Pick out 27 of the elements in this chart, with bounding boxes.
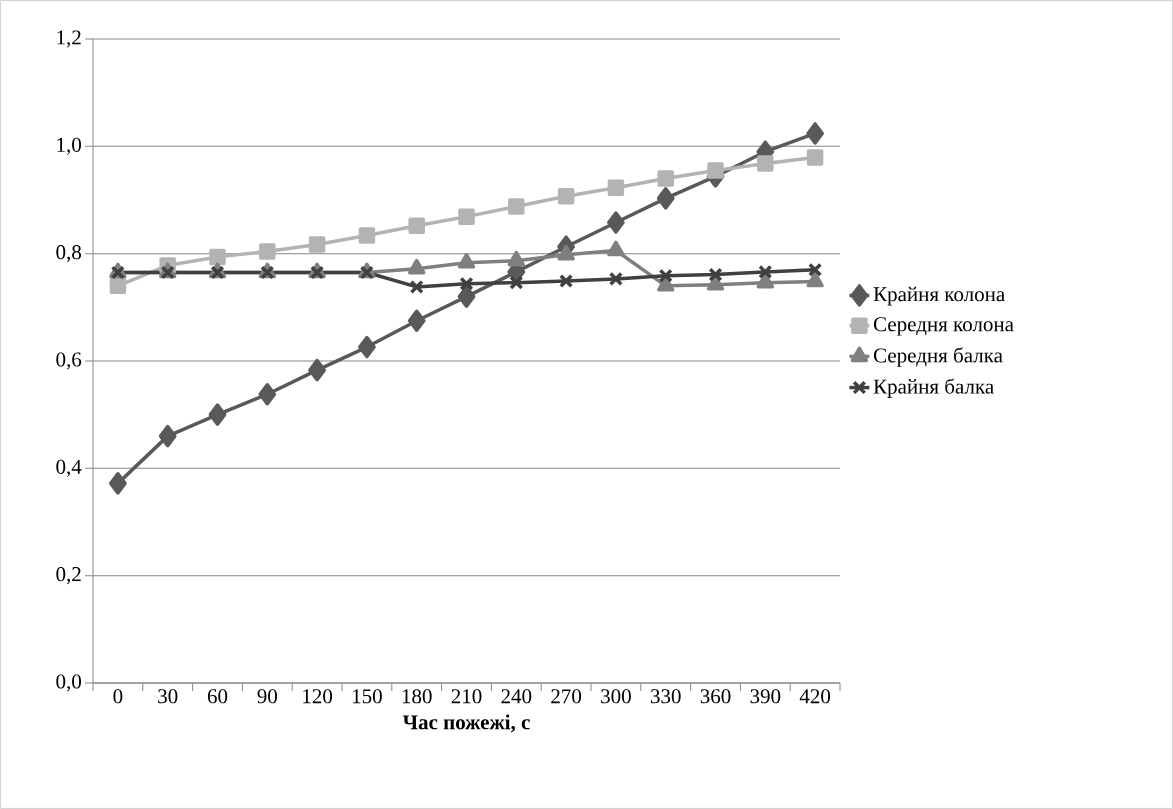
y-tick-label: 1,2 <box>57 30 81 48</box>
y-tick-label: 0,0 <box>56 674 82 692</box>
x-tick-label: 0 <box>113 689 123 704</box>
x-tick-label: 60 <box>207 689 228 704</box>
legend-label: Середня колона <box>873 317 1014 336</box>
x-tick-label: 360 <box>700 689 731 704</box>
x-tick-label: 180 <box>402 689 432 704</box>
x-tick-label: 330 <box>650 689 681 704</box>
x-tick-label: 120 <box>303 689 333 704</box>
x-tick-label: 270 <box>551 689 582 704</box>
x-tick-label: 90 <box>257 689 278 704</box>
y-tick-label: 0,2 <box>56 567 81 585</box>
x-tick-label: 390 <box>750 689 781 704</box>
x-tick-label: 30 <box>158 689 178 704</box>
x-tick-label: 150 <box>353 689 382 704</box>
legend-label: Крайня балка <box>873 378 994 398</box>
x-axis-title: Час пожежі, с <box>402 714 530 733</box>
x-tick-label: 420 <box>799 689 831 704</box>
x-tick-label: 300 <box>601 689 631 704</box>
x-tick-label: 240 <box>501 689 532 704</box>
y-tick-label: 0,6 <box>56 352 82 370</box>
y-tick-label: 0,4 <box>56 459 82 477</box>
legend-label: Крайня колона <box>873 286 1005 306</box>
legend-label: Середня балка <box>873 347 1003 367</box>
x-tick-label: 210 <box>451 689 482 704</box>
y-tick-label: 0,8 <box>56 245 82 263</box>
y-tick-label: 1,0 <box>57 137 82 155</box>
